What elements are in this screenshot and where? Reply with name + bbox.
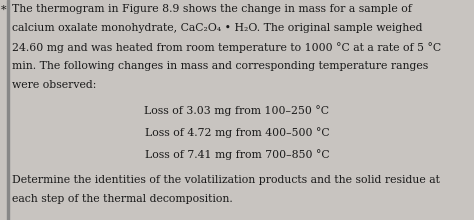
Text: Loss of 7.41 mg from 700–850 °C: Loss of 7.41 mg from 700–850 °C <box>145 149 329 160</box>
Text: Loss of 3.03 mg from 100–250 °C: Loss of 3.03 mg from 100–250 °C <box>145 105 329 116</box>
Text: were observed:: were observed: <box>12 80 96 90</box>
Text: Determine the identities of the volatilization products and the solid residue at: Determine the identities of the volatili… <box>12 175 440 185</box>
Bar <box>7 0 9 220</box>
Text: min. The following changes in mass and corresponding temperature ranges: min. The following changes in mass and c… <box>12 61 428 71</box>
Text: The thermogram in Figure 8.9 shows the change in mass for a sample of: The thermogram in Figure 8.9 shows the c… <box>12 4 412 14</box>
Text: calcium oxalate monohydrate, CaC₂O₄ • H₂O. The original sample weighed: calcium oxalate monohydrate, CaC₂O₄ • H₂… <box>12 23 422 33</box>
Text: *: * <box>1 5 7 15</box>
Text: 24.60 mg and was heated from room temperature to 1000 °C at a rate of 5 °C: 24.60 mg and was heated from room temper… <box>12 42 441 53</box>
Text: Loss of 4.72 mg from 400–500 °C: Loss of 4.72 mg from 400–500 °C <box>145 127 329 138</box>
Text: each step of the thermal decomposition.: each step of the thermal decomposition. <box>12 194 233 204</box>
